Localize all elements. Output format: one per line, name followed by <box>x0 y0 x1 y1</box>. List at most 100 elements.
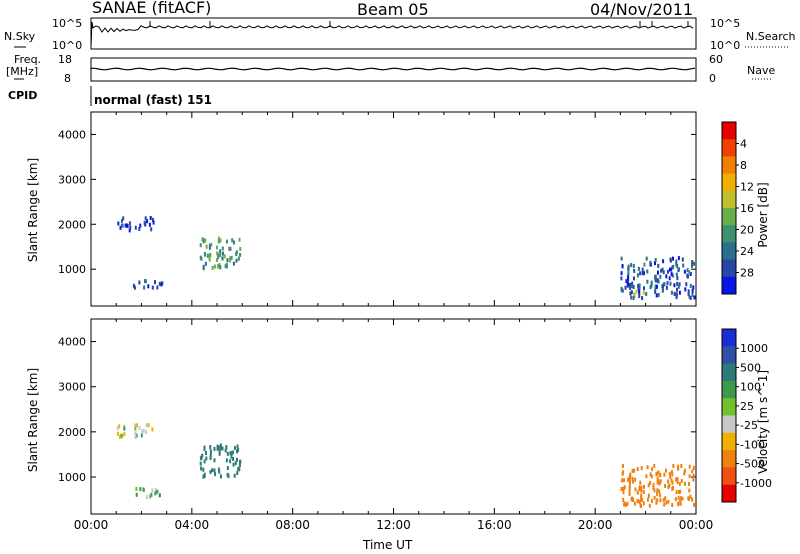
velocity-cell <box>691 469 694 474</box>
velocity-cell <box>119 434 122 439</box>
velocity-cell <box>623 485 626 490</box>
power-cell <box>645 291 648 296</box>
power-cell <box>202 264 205 269</box>
velocity-cell <box>670 469 673 474</box>
velocity-cell <box>134 426 137 431</box>
velocity-colorbar-label: -500 <box>740 458 765 471</box>
power-cell <box>677 284 680 289</box>
power-cell <box>621 264 624 269</box>
power-cell <box>654 284 657 289</box>
power-cell <box>150 227 153 232</box>
velocity-cell <box>226 451 229 456</box>
nsearch-tick-bottom: 10^0 <box>710 39 741 52</box>
power-cell <box>235 250 238 255</box>
power-cell <box>635 289 638 294</box>
velocity-cell <box>633 501 636 506</box>
power-cell <box>676 263 679 268</box>
velocity-cell <box>688 464 691 469</box>
velocity-cell <box>677 495 680 500</box>
velocity-cell <box>237 466 240 471</box>
power-cell <box>224 264 227 269</box>
power-cell <box>691 263 693 268</box>
velocity-cell <box>116 425 119 430</box>
power-cell <box>661 288 664 293</box>
velocity-ytick-label: 4000 <box>58 336 86 349</box>
power-cell <box>121 218 123 223</box>
power-cell <box>624 285 627 290</box>
power-cell <box>217 239 220 244</box>
velocity-cell <box>636 490 639 495</box>
velocity-cell <box>216 444 219 449</box>
power-cell <box>124 223 127 228</box>
power-cell <box>217 264 220 269</box>
power-cell <box>675 295 678 300</box>
velocity-cell <box>663 502 666 507</box>
velocity-cell <box>634 487 637 492</box>
velocity-cell <box>658 472 661 477</box>
velocity-cell <box>239 460 241 465</box>
velocity-cell <box>209 456 212 460</box>
power-cell <box>669 267 671 272</box>
power-colorbar-segment <box>722 122 736 140</box>
freq-tick-top: 18 <box>58 53 72 66</box>
power-cell <box>686 273 689 278</box>
power-cell <box>677 256 680 261</box>
power-cell <box>649 285 652 290</box>
power-colorbar-segment <box>722 156 736 175</box>
power-cell <box>643 286 645 291</box>
cpid-value: normal (fast) 151 <box>94 93 212 107</box>
power-cell <box>149 216 152 220</box>
velocity-cell <box>640 485 643 490</box>
velocity-colorbar-segment <box>722 432 736 451</box>
velocity-cell <box>649 480 652 485</box>
velocity-cell <box>626 501 629 506</box>
velocity-cell <box>655 500 658 505</box>
power-cell <box>687 292 690 297</box>
power-cell <box>678 267 680 272</box>
power-cell <box>659 274 662 279</box>
velocity-cell <box>213 446 216 451</box>
power-cell <box>128 221 131 226</box>
velocity-cell <box>229 451 232 456</box>
power-cell <box>633 292 636 297</box>
velocity-cell <box>687 496 690 501</box>
nsky-tick-top: 10^5 <box>52 17 83 30</box>
power-cell <box>221 246 224 251</box>
power-cell <box>204 261 207 266</box>
power-cell <box>203 251 206 256</box>
velocity-frame <box>90 318 697 515</box>
velocity-cell <box>213 458 216 463</box>
velocity-cell <box>154 491 157 496</box>
velocity-cell <box>646 465 649 470</box>
velocity-cell <box>665 500 668 505</box>
velocity-colorbar-label: 500 <box>740 361 761 374</box>
velocity-cell <box>628 490 631 494</box>
velocity-cell <box>218 451 221 456</box>
power-cell <box>219 253 222 258</box>
velocity-cell <box>629 472 632 477</box>
x-axis-title: Time UT <box>363 538 413 552</box>
power-cell <box>678 290 681 295</box>
power-cell <box>666 269 669 274</box>
power-cell <box>213 264 216 269</box>
velocity-cell <box>236 449 238 454</box>
power-cell <box>673 283 676 288</box>
velocity-cell <box>200 466 203 471</box>
velocity-cell <box>622 497 625 502</box>
velocity-cell <box>653 495 656 500</box>
velocity-colorbar-label: -25 <box>740 419 758 432</box>
power-cell <box>232 240 235 245</box>
velocity-cell <box>149 494 152 499</box>
power-cell <box>156 285 159 290</box>
velocity-colorbar-segment <box>722 415 736 434</box>
power-cell <box>146 219 149 224</box>
velocity-colorbar-segment <box>722 380 736 399</box>
power-cell <box>675 272 678 277</box>
velocity-colorbar-segment <box>722 467 736 486</box>
power-cell <box>665 285 668 290</box>
velocity-cell <box>653 488 656 493</box>
velocity-cell <box>205 451 207 455</box>
velocity-cell <box>201 453 204 458</box>
power-cell <box>205 244 208 249</box>
velocity-cell <box>238 467 241 472</box>
